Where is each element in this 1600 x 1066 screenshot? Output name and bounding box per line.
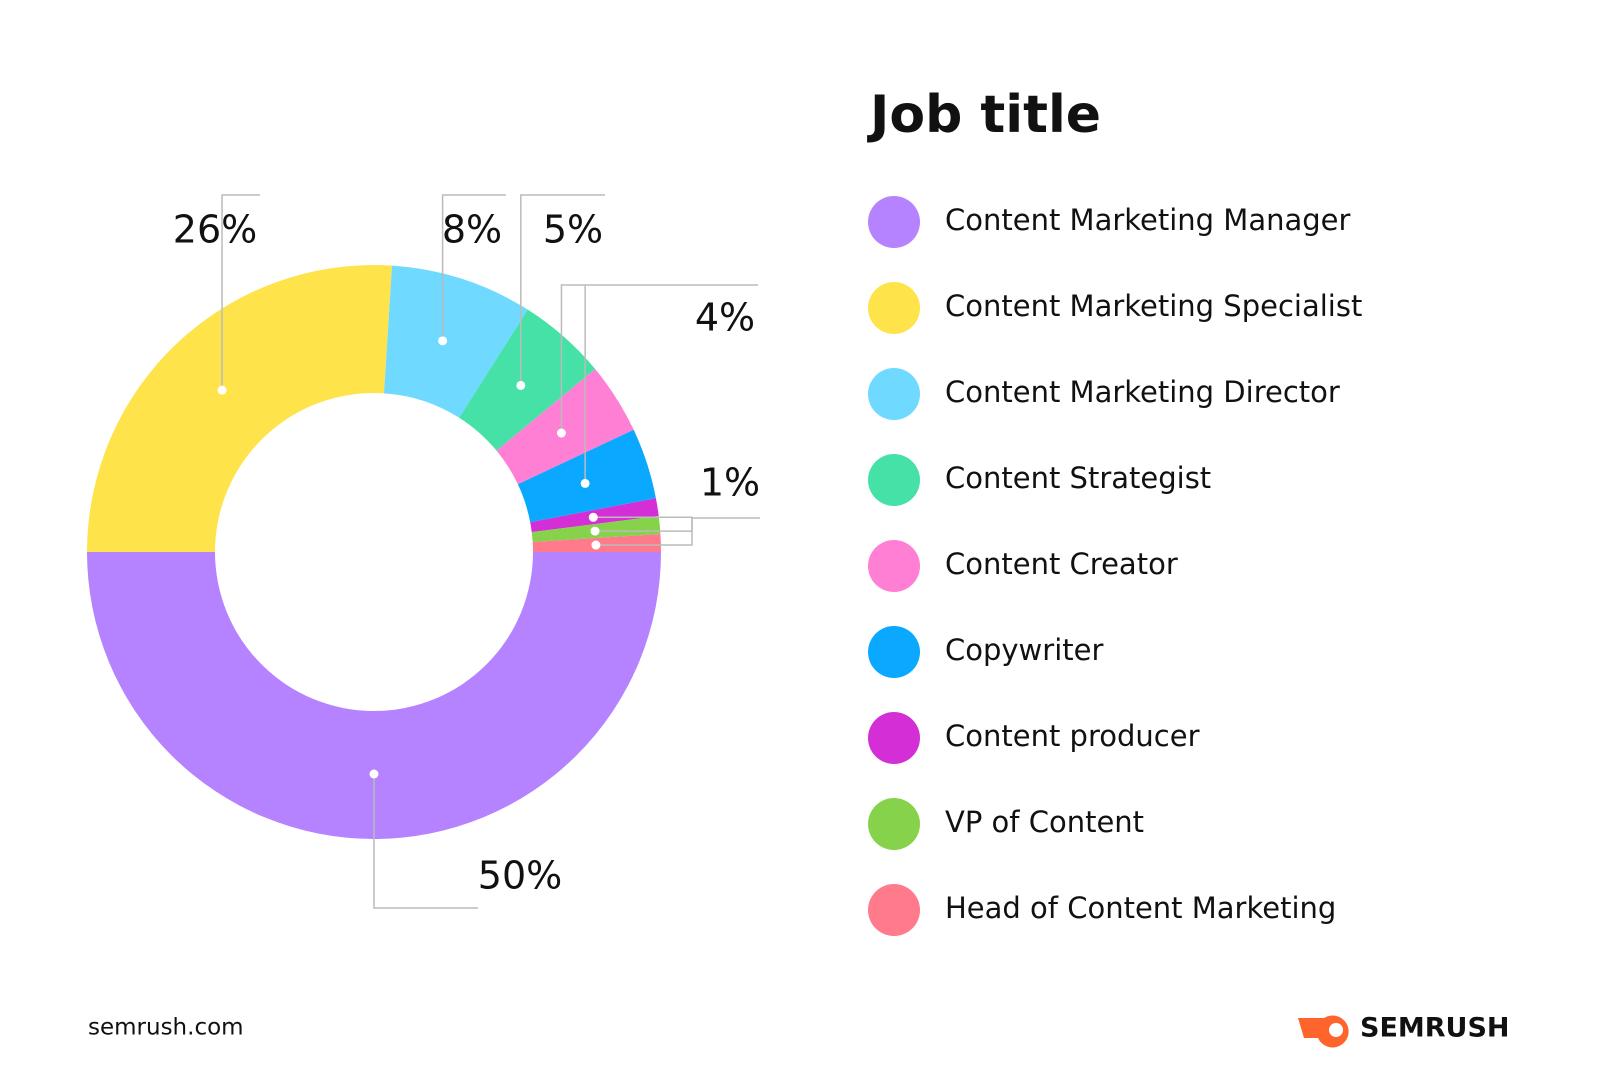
leader-line bbox=[595, 518, 693, 546]
value-label: 8% bbox=[442, 208, 502, 252]
leader-line bbox=[520, 194, 605, 386]
leader-dot bbox=[438, 336, 448, 346]
brand-logo: SEMRUSH bbox=[1298, 1013, 1510, 1048]
value-label: 50% bbox=[478, 854, 562, 898]
donut-slice bbox=[517, 429, 656, 523]
legend-swatch bbox=[868, 884, 920, 936]
chart-title: Job title bbox=[867, 85, 1101, 145]
brand-name: SEMRUSH bbox=[1360, 1013, 1510, 1044]
leader-dot bbox=[556, 428, 566, 438]
legend-swatch bbox=[868, 282, 920, 334]
legend-label: Content Marketing Specialist bbox=[945, 289, 1362, 323]
value-label: 4% bbox=[695, 296, 755, 340]
donut-slice bbox=[87, 552, 661, 839]
leader-dot bbox=[590, 526, 600, 536]
donut-slice bbox=[87, 265, 393, 552]
leader-dot bbox=[369, 769, 379, 779]
legend-swatch bbox=[868, 798, 920, 850]
source: semrush.com bbox=[88, 1015, 244, 1041]
legend-swatch bbox=[868, 368, 920, 420]
leader-line bbox=[593, 516, 760, 519]
legend-swatch bbox=[868, 712, 920, 764]
legend-swatch bbox=[868, 196, 920, 248]
brand-icon-hole bbox=[1329, 1023, 1343, 1037]
legend-label: Content Strategist bbox=[945, 461, 1211, 495]
legend-swatch bbox=[868, 540, 920, 592]
value-label: 1% bbox=[700, 461, 760, 505]
leader-dot bbox=[588, 512, 598, 522]
leader-dot bbox=[591, 540, 601, 550]
value-label: 5% bbox=[543, 208, 603, 252]
leader-line bbox=[560, 284, 758, 434]
legend-label: Head of Content Marketing bbox=[945, 891, 1336, 925]
legend-label: VP of Content bbox=[945, 805, 1144, 839]
value-label: 26% bbox=[173, 208, 257, 252]
leader-line bbox=[441, 194, 506, 341]
donut-slice bbox=[496, 369, 634, 485]
legend-label: Copywriter bbox=[945, 633, 1103, 667]
leader-dot bbox=[217, 385, 227, 395]
donut-slice bbox=[383, 265, 528, 418]
leader-dot bbox=[516, 380, 526, 390]
legend-label: Content Marketing Director bbox=[945, 375, 1340, 409]
legend-label: Content Marketing Manager bbox=[945, 203, 1350, 237]
legend-swatch bbox=[868, 626, 920, 678]
leader-line bbox=[373, 774, 478, 909]
legend-swatch bbox=[868, 454, 920, 506]
leader-line bbox=[221, 194, 260, 391]
leader-dot bbox=[580, 478, 590, 488]
legend-label: Content producer bbox=[945, 719, 1200, 753]
legend-label: Content Creator bbox=[945, 547, 1178, 581]
